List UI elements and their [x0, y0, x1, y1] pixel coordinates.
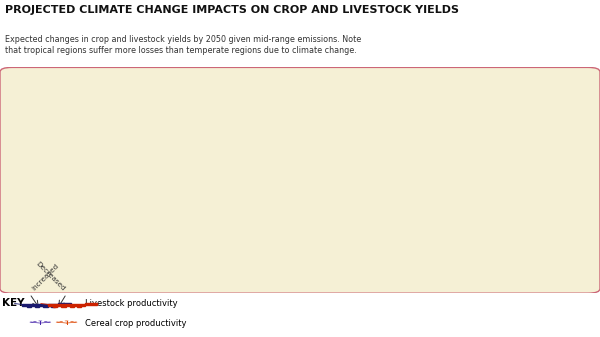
Text: Cereal crop productivity: Cereal crop productivity: [85, 319, 186, 328]
Polygon shape: [27, 306, 31, 307]
FancyBboxPatch shape: [0, 67, 600, 293]
Ellipse shape: [38, 320, 42, 321]
Text: KEY: KEY: [2, 298, 24, 308]
Polygon shape: [51, 306, 55, 307]
Text: Decreased: Decreased: [35, 261, 67, 292]
Text: Expected changes in crop and livestock yields by 2050 given mid-range emissions.: Expected changes in crop and livestock y…: [5, 35, 361, 55]
Polygon shape: [49, 304, 85, 306]
Polygon shape: [85, 303, 97, 305]
Ellipse shape: [56, 322, 59, 323]
Ellipse shape: [47, 322, 51, 323]
Text: Increased: Increased: [31, 263, 60, 292]
Text: PROJECTED CLIMATE CHANGE IMPACTS ON CROP AND LIVESTOCK YIELDS: PROJECTED CLIMATE CHANGE IMPACTS ON CROP…: [5, 5, 459, 15]
Polygon shape: [22, 304, 58, 306]
Ellipse shape: [65, 320, 68, 321]
Ellipse shape: [44, 321, 48, 322]
Polygon shape: [35, 306, 39, 307]
Polygon shape: [70, 306, 74, 307]
Polygon shape: [53, 306, 57, 307]
Polygon shape: [58, 303, 71, 305]
Text: Livestock productivity: Livestock productivity: [85, 300, 177, 308]
Polygon shape: [61, 306, 65, 307]
Ellipse shape: [33, 321, 37, 322]
Ellipse shape: [70, 321, 74, 322]
Polygon shape: [77, 306, 82, 307]
Ellipse shape: [29, 322, 34, 323]
Polygon shape: [43, 306, 47, 307]
Ellipse shape: [74, 322, 77, 323]
Ellipse shape: [59, 321, 63, 322]
